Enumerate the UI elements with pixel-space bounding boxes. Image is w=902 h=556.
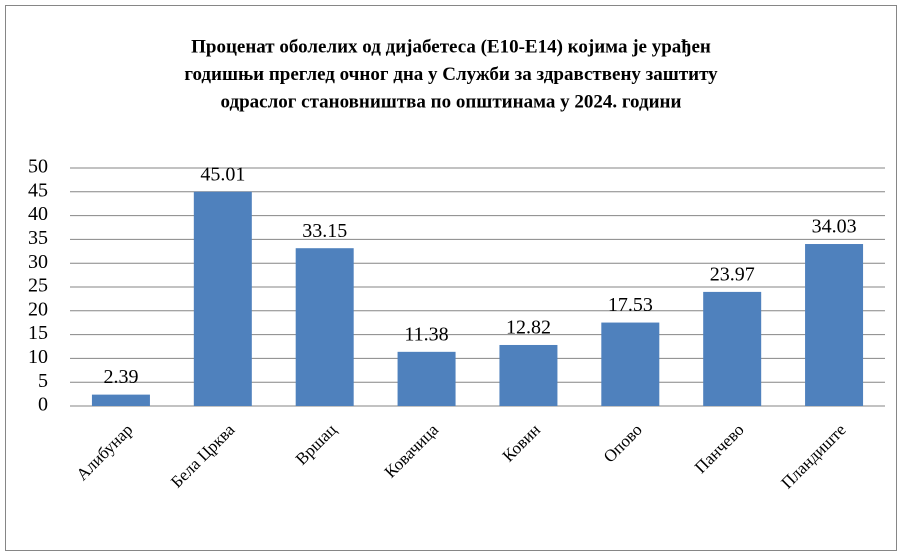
y-tick-label: 40	[28, 203, 48, 225]
y-tick-label: 5	[38, 370, 48, 392]
chart-title: Проценат оболелих од дијабетеса (Е10-Е14…	[191, 36, 711, 57]
y-tick-label: 30	[28, 251, 48, 273]
bar	[91, 394, 150, 406]
y-tick-label: 50	[28, 156, 48, 178]
data-label: 2.39	[103, 366, 138, 388]
bar	[397, 351, 456, 406]
y-tick-label: 35	[28, 227, 48, 249]
bar	[499, 344, 558, 406]
y-tick-label: 10	[28, 346, 48, 368]
y-tick-label: 25	[28, 275, 48, 297]
bar	[193, 191, 252, 406]
chart-title: годишњи преглед очног дна у Служби за зд…	[184, 64, 718, 85]
y-tick-label: 0	[38, 394, 48, 416]
data-label: 11.38	[404, 323, 448, 345]
data-label: 33.15	[302, 220, 347, 242]
bar	[601, 322, 660, 406]
y-tick-label: 45	[28, 179, 48, 201]
chart-frame	[5, 5, 897, 551]
y-tick-label: 20	[28, 298, 48, 320]
data-label: 34.03	[812, 216, 857, 238]
data-label: 12.82	[506, 317, 551, 339]
data-label: 45.01	[200, 163, 245, 185]
bar	[703, 291, 762, 406]
data-label: 17.53	[608, 294, 653, 316]
data-label: 23.97	[710, 263, 755, 285]
y-tick-label: 15	[28, 322, 48, 344]
bar	[805, 244, 864, 406]
chart-title: одраслог становништва по општинама у 202…	[221, 91, 682, 112]
bar	[295, 248, 354, 406]
